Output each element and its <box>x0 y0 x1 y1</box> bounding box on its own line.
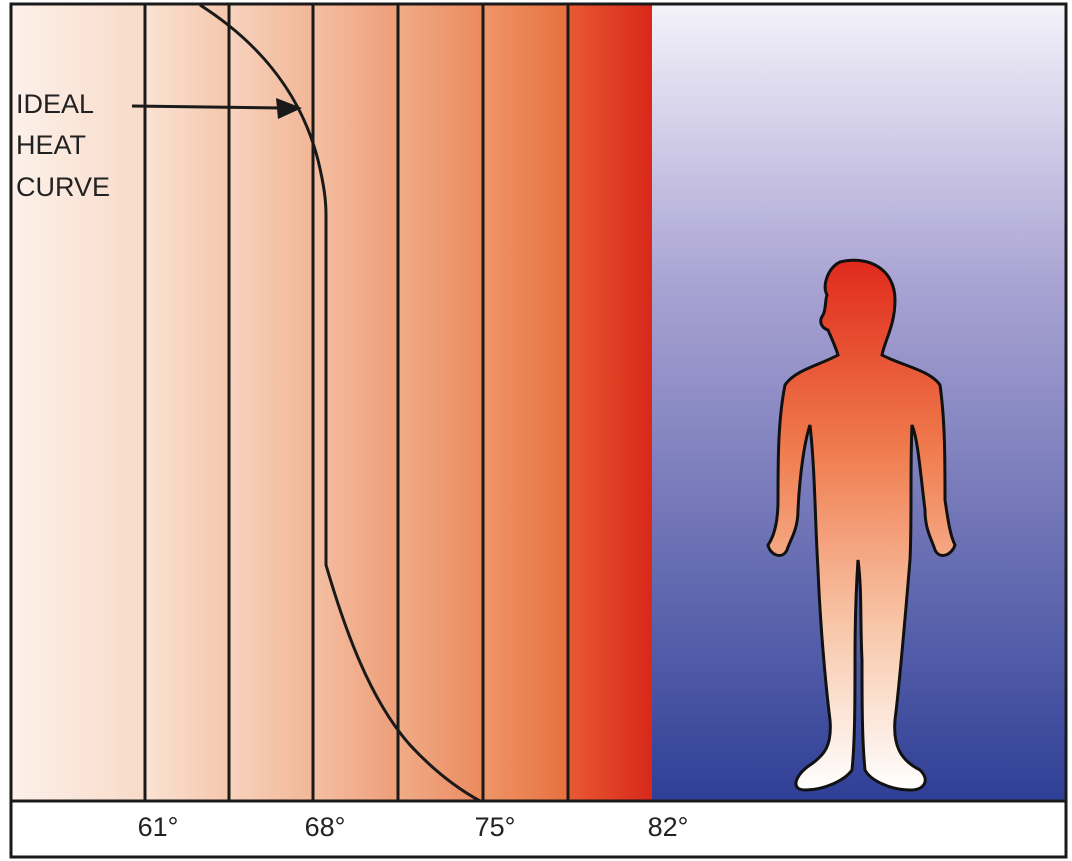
annotation-line: HEAT <box>16 130 86 160</box>
arrow-shaft <box>131 104 283 110</box>
temperature-label: 68° <box>305 812 346 842</box>
frame <box>9 2 1068 859</box>
arrow-head <box>276 98 302 119</box>
temperature-label: 82° <box>648 812 689 842</box>
annotation-line: IDEAL <box>16 89 94 119</box>
band-lines <box>143 5 570 801</box>
temperature-label: 75° <box>475 812 516 842</box>
ideal-heat-curve <box>199 3 481 803</box>
human-figure <box>766 258 957 792</box>
annotation-line: CURVE <box>16 172 110 202</box>
label-strip <box>12 801 1065 856</box>
temperature-label: 61° <box>138 812 179 842</box>
heat-bands <box>12 5 652 801</box>
